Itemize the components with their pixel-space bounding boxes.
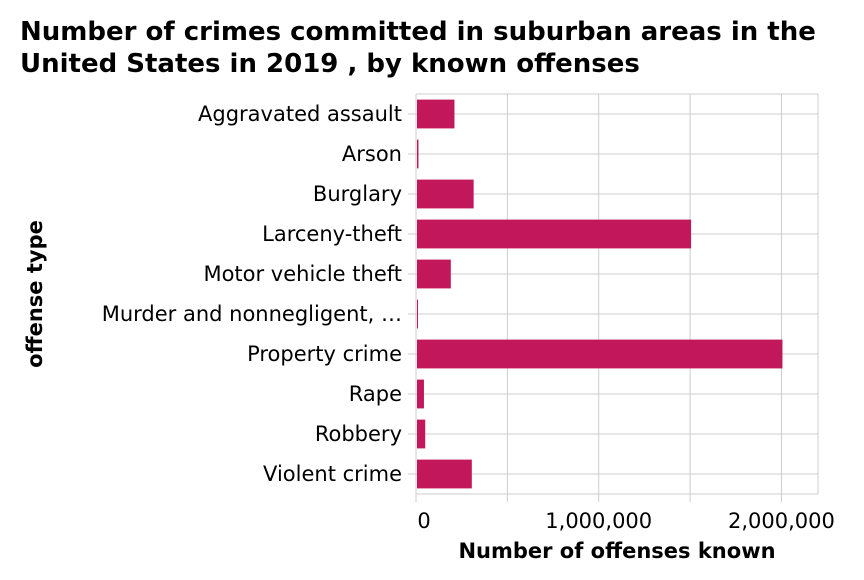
grid-lines [408, 93, 819, 502]
y-tick-labels: Aggravated assault Arson Burglary Larceny-t… [102, 102, 402, 486]
chart-title: Number of crimes committed in suburban a… [20, 17, 816, 79]
x-tick-label: 0 [417, 509, 430, 533]
bar-1 [417, 99, 455, 129]
x-tick-label: 1,000,000 [545, 509, 652, 533]
y-axis-title: offense type [23, 220, 47, 368]
y-tick-label: Arson [342, 142, 402, 166]
y-tick-label: Murder and nonnegligent, … [102, 302, 402, 326]
bar-8 [417, 379, 424, 409]
bar-4 [417, 219, 692, 249]
bar-5 [417, 259, 451, 289]
y-tick-label: Motor vehicle theft [203, 262, 402, 286]
bar-7 [417, 339, 783, 369]
x-axis-title: Number of offenses known [458, 539, 775, 563]
y-tick-label: Aggravated assault [198, 102, 402, 126]
y-tick-label: Larceny-theft [262, 222, 402, 246]
bars [417, 99, 783, 489]
bar-10 [417, 459, 472, 489]
bar-9 [417, 419, 426, 449]
y-tick-label: Rape [349, 382, 402, 406]
x-tick-labels: 0 1,000,000 2,000,000 [417, 509, 835, 533]
bar-3 [417, 179, 474, 209]
bar-2 [417, 139, 419, 169]
y-tick-label: Burglary [313, 182, 402, 206]
bar-6 [417, 299, 418, 329]
y-tick-label: Property crime [247, 342, 402, 366]
y-tick-label: Robbery [315, 422, 402, 446]
x-tick-label: 2,000,000 [728, 509, 835, 533]
y-tick-label: Violent crime [263, 462, 402, 486]
